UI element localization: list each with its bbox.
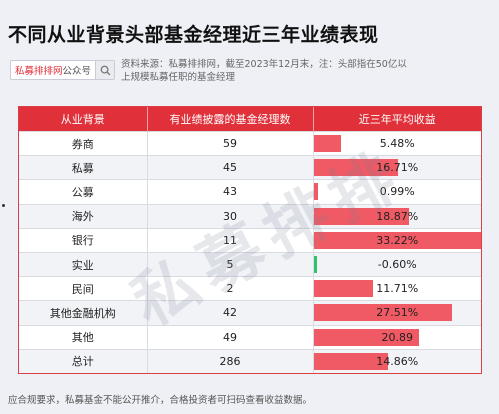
return-label: 27.51% [376,306,419,320]
cell-background: 海外 [19,203,148,229]
return-label: 11.71% [376,282,419,296]
cell-count: 45 [147,155,314,180]
table-header-row: 从业背景 有业绩披露的基金经理数 近三年平均收益 [19,107,481,132]
cell-count: 5 [147,251,314,277]
cell-return: 5.48% [313,130,481,156]
return-bar [313,352,389,370]
cell-return: 11.71% [313,276,481,301]
cell-return: 18.87% [313,203,481,229]
performance-table: 从业背景 有业绩披露的基金经理数 近三年平均收益 券商 59 5.48% 私募 45 16… [18,106,482,374]
column-header-return: 近三年平均收益 [313,107,481,132]
cell-background: 民间 [19,276,148,301]
table-row: 其他 49 20.89 [19,324,481,350]
table-row: 公募 43 0.99% [19,179,481,205]
return-bar [313,304,453,322]
search-icon[interactable] [95,61,114,79]
table-row: 海外 30 18.87% [19,203,481,229]
cell-count: 286 [147,348,314,373]
return-bar [313,135,342,153]
cell-return: 14.86% [313,348,481,373]
table-row: 实业 5 -0.60% [19,251,481,277]
return-label: 5.48% [379,137,415,151]
cell-count: 2 [147,276,314,301]
column-header-count: 有业绩披露的基金经理数 [147,107,314,132]
return-label: 14.86% [376,354,419,368]
cell-count: 11 [147,227,314,253]
cell-count: 42 [147,300,314,325]
return-bar [313,328,419,346]
return-label: 33.22% [376,233,419,247]
cell-background: 其他金融机构 [19,300,148,325]
table-row: 民间 2 11.71% [19,276,481,301]
return-bar [313,159,398,177]
return-bar [313,183,319,201]
cell-return: 27.51% [313,300,481,325]
source-line-2: 上规模私募任职的基金经理 [121,72,236,83]
bullet-dot [2,204,5,207]
table-row: 券商 59 5.48% [19,130,481,156]
cell-count: 59 [147,130,314,156]
brand-name: 私募排排网 [15,66,63,77]
cell-return: 20.89 [313,324,481,350]
return-bar [313,207,409,225]
brand-search-badge[interactable]: 私募排排网 公众号 [10,60,115,80]
table-row: 其他金融机构 42 27.51% [19,300,481,325]
return-label: 18.87% [376,209,419,223]
return-label: -0.60% [377,258,417,272]
page-title: 不同从业背景头部基金经理近三年业绩表现 [8,24,379,46]
source-line-1: 资料来源：私募排排网，截至2023年12月末，注：头部指在50亿以 [121,59,407,70]
return-label: 16.71% [376,161,419,175]
return-bar [313,231,481,249]
cell-background: 公募 [19,179,148,205]
cell-count: 49 [147,324,314,350]
compliance-footer: 应合规要求，私募基金不能公开推介，合格投资者可扫码查看收益数据。 [8,395,313,406]
cell-count: 43 [147,179,314,205]
cell-background: 券商 [19,130,148,156]
cell-background: 实业 [19,251,148,277]
cell-return: -0.60% [313,251,481,277]
column-header-background: 从业背景 [19,107,148,132]
table-row: 私募 45 16.71% [19,155,481,180]
cell-background: 其他 [19,324,148,350]
brand-suffix: 公众号 [62,66,92,77]
return-bar [313,256,317,274]
cell-return: 0.99% [313,179,481,205]
cell-count: 30 [147,203,314,229]
cell-return: 33.22% [313,227,481,253]
cell-background: 私募 [19,155,148,180]
cell-background: 银行 [19,227,148,253]
table-row: 总计 286 14.86% [19,348,481,373]
return-label: 20.89 [381,330,414,344]
source-note: 资料来源：私募排排网，截至2023年12月末，注：头部指在50亿以 上规模私募任… [121,58,491,84]
cell-background: 总计 [19,348,148,373]
cell-return: 16.71% [313,155,481,180]
return-label: 0.99% [379,185,415,199]
return-bar [313,280,373,298]
table-row: 银行 11 33.22% [19,227,481,253]
